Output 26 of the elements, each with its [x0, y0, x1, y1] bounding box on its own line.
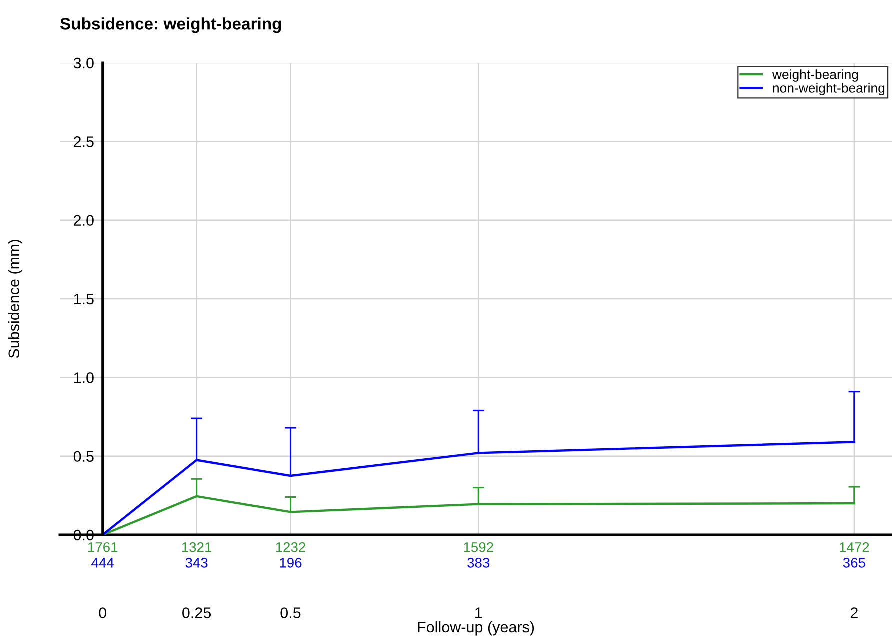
x-tick-label: 0	[99, 608, 106, 618]
chart-title: Subsidence: weight-bearing	[60, 18, 282, 34]
y-tick-label: 1.5	[74, 294, 94, 305]
x-tick-label: 1	[476, 608, 482, 618]
text: 343	[186, 558, 208, 568]
text: 1761	[88, 542, 118, 552]
text: 1321	[182, 542, 212, 552]
x-tick-label: 0.5	[280, 608, 301, 618]
y-tick-label: 2.5	[74, 136, 94, 148]
y-tick-label: 0.5	[74, 451, 94, 462]
legend-label: weight-bearing	[772, 70, 858, 82]
x-tick-label: 0.25	[182, 608, 212, 618]
text: 444	[92, 558, 114, 568]
text: 383	[468, 558, 490, 568]
x-axis-title: Follow-up (years)	[418, 621, 534, 636]
text: 1592	[464, 542, 494, 552]
text: 196	[280, 558, 302, 568]
text: 1472	[840, 542, 870, 552]
legend-label: non-weight-bearing	[773, 83, 885, 96]
y-tick-label: 2.0	[74, 215, 94, 226]
text: 365	[843, 558, 866, 568]
y-tick-label: 3.0	[74, 58, 94, 69]
text: 1232	[276, 542, 306, 552]
y-tick-label: 1.0	[74, 372, 94, 384]
y-axis-title: Subsidence (mm)	[8, 240, 23, 358]
x-tick-label: 2	[850, 608, 858, 618]
